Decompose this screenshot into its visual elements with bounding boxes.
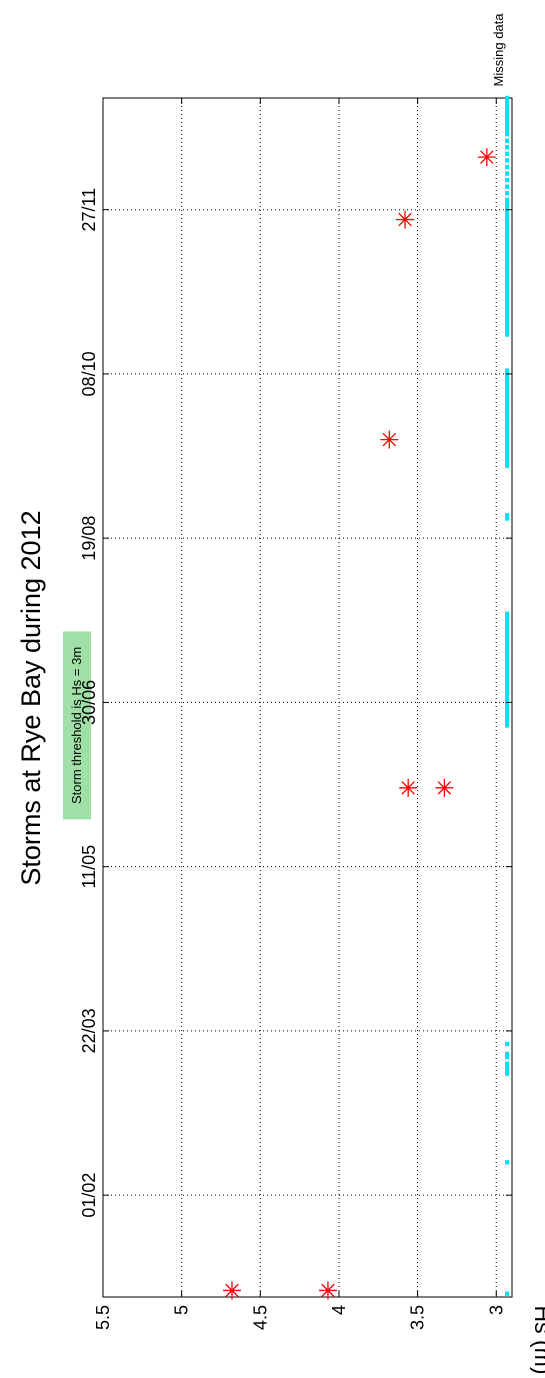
storm-point-stroke bbox=[225, 1283, 239, 1298]
storm-point-stroke bbox=[480, 150, 494, 164]
missing-data-label: Missing data bbox=[491, 13, 506, 87]
y-tick-label: 4 bbox=[329, 1305, 349, 1315]
storm-markers bbox=[222, 148, 496, 1300]
x-tick-label: 19/08 bbox=[79, 516, 99, 561]
annotation-background bbox=[63, 631, 91, 820]
storm-point bbox=[477, 148, 496, 167]
storm-point-stroke bbox=[437, 781, 452, 795]
storm-point-stroke bbox=[382, 432, 397, 447]
annotation-text: Storm threshold is Hs = 3m bbox=[69, 647, 84, 804]
x-tick-label: 01/02 bbox=[79, 1173, 99, 1218]
storm-point bbox=[380, 430, 399, 449]
x-axis-ticks: 01/02 22/03 11/05 30/06 19/08 08/10 27/11 bbox=[79, 188, 512, 1218]
storm-point bbox=[222, 1281, 241, 1300]
storm-point-stroke bbox=[321, 1283, 335, 1298]
chart-title: Storms at Rye Bay during 2012 bbox=[16, 510, 46, 885]
x-tick-label: 30/06 bbox=[79, 680, 99, 725]
x-tick-label: 11/05 bbox=[79, 845, 99, 889]
y-axis-label: Hs (m) bbox=[530, 1306, 545, 1375]
y-tick-label: 3.5 bbox=[408, 1305, 428, 1330]
storm-point bbox=[396, 210, 415, 229]
storm-point bbox=[318, 1281, 337, 1300]
storm-point bbox=[399, 778, 418, 797]
y-tick-label: 5.5 bbox=[93, 1305, 113, 1330]
x-tick-label: 27/11 bbox=[79, 188, 99, 232]
grid-lines bbox=[103, 98, 512, 1297]
plot-area-frame bbox=[102, 97, 513, 1298]
x-tick-label: 22/03 bbox=[79, 1008, 99, 1053]
y-tick-label: 3 bbox=[486, 1305, 506, 1315]
y-axis-ticks: 3 3.5 4 4.5 5 5.5 bbox=[93, 98, 506, 1330]
y-tick-label: 5 bbox=[172, 1305, 192, 1315]
storm-point-stroke bbox=[401, 781, 415, 795]
x-tick-label: 08/10 bbox=[79, 351, 99, 396]
annotation-box: Storm threshold is Hs = 3m bbox=[63, 631, 91, 820]
y-tick-label: 4.5 bbox=[250, 1305, 270, 1330]
storm-point bbox=[435, 778, 454, 797]
storm-point-stroke bbox=[398, 212, 412, 227]
